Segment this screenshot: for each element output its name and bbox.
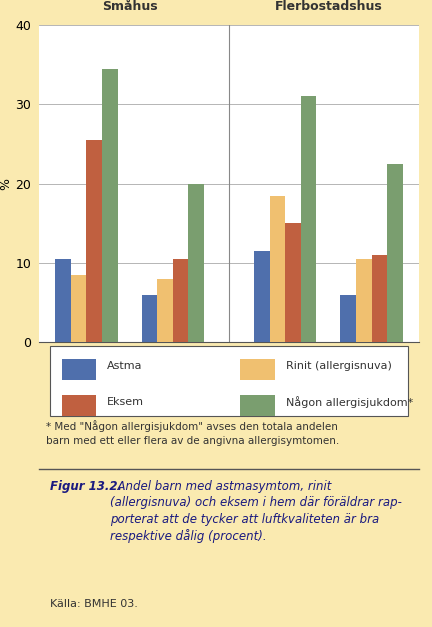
Text: Någon allergisjukdom*: Någon allergisjukdom* [286,396,413,408]
Bar [157,279,173,342]
FancyBboxPatch shape [62,395,96,416]
Bar [270,196,285,342]
Bar [340,295,356,342]
Text: Astma: Astma [107,361,143,371]
Bar [356,259,372,342]
Bar [173,259,188,342]
Bar [102,69,118,342]
Text: Eksem: Eksem [107,397,144,407]
FancyBboxPatch shape [62,359,96,380]
Bar [301,97,316,342]
Bar [86,140,102,342]
Text: * Med "Någon allergisjukdom" avses den totala andelen
barn med ett eller flera a: * Med "Någon allergisjukdom" avses den t… [47,421,340,446]
Bar [285,223,301,342]
Bar [372,255,387,342]
Bar [71,275,86,342]
FancyBboxPatch shape [50,346,408,416]
Bar [55,259,71,342]
Y-axis label: %: % [0,178,13,190]
Text: Småhus: Småhus [102,0,157,13]
Bar [254,251,270,342]
Bar [387,164,403,342]
Bar [142,295,157,342]
Text: Figur 13.2.: Figur 13.2. [50,480,122,493]
Text: Flerbostadshus: Flerbostadshus [274,0,382,13]
FancyBboxPatch shape [240,359,275,380]
Bar [188,184,204,342]
Text: Källa: BMHE 03.: Källa: BMHE 03. [50,599,138,609]
Text: Andel barn med astmasymtom, rinit
(allergisnuva) och eksem i hem där föräldrar r: Andel barn med astmasymtom, rinit (aller… [110,480,402,544]
Text: Rinit (allergisnuva): Rinit (allergisnuva) [286,361,392,371]
FancyBboxPatch shape [240,395,275,416]
